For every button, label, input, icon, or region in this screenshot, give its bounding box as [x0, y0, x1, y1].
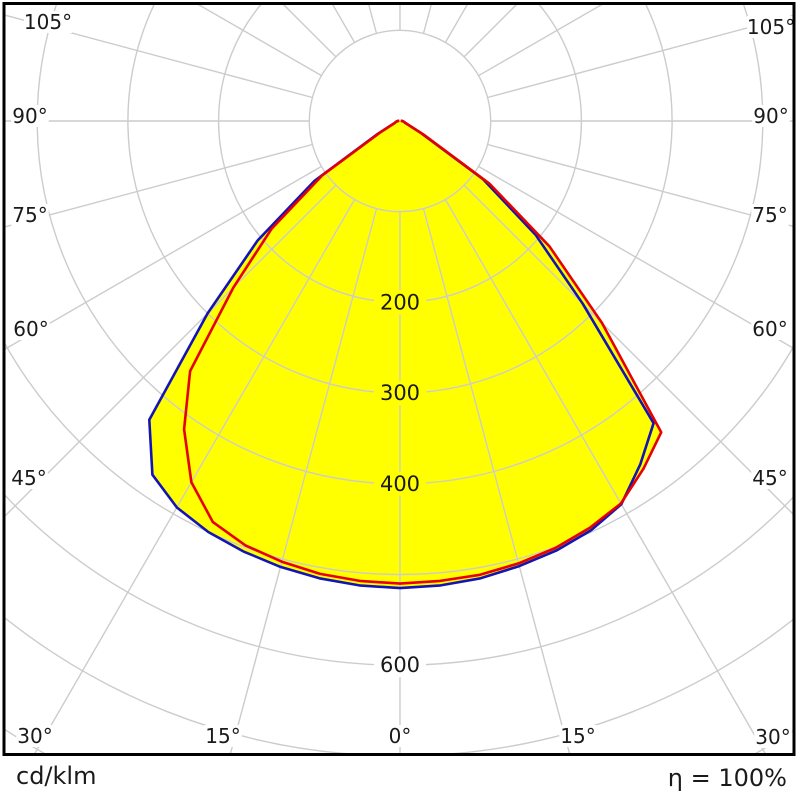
- beam-fill: [149, 120, 662, 589]
- angle-label: 30°: [755, 725, 790, 749]
- radial-tick-label: 600: [380, 653, 420, 677]
- angle-label: 60°: [752, 317, 787, 341]
- angle-label: 75°: [12, 203, 47, 227]
- angle-label: 15°: [560, 724, 595, 748]
- angle-label: 75°: [752, 203, 787, 227]
- radial-tick-label: 200: [380, 290, 420, 314]
- efficiency-label: η = 100%: [667, 764, 787, 792]
- angle-labels: 105° 90° 75° 60° 45° 30° 15° 0° 15° 30° 45° 60° 75° 9…: [10, 10, 795, 749]
- angle-label: 90°: [12, 104, 47, 128]
- red-curve: [182, 119, 663, 585]
- angle-label: 0°: [389, 724, 412, 748]
- units-label: cd/klm: [16, 762, 97, 790]
- angle-label: 90°: [753, 104, 788, 128]
- angle-label: 45°: [11, 466, 46, 490]
- radial-tick-label: 400: [380, 472, 420, 496]
- angle-label: 15°: [205, 724, 240, 748]
- angle-label: 105°: [747, 15, 795, 39]
- radial-tick-labels: 200 300 400 600: [374, 290, 426, 678]
- radial-tick-label: 300: [380, 381, 420, 405]
- angle-label: 60°: [13, 317, 48, 341]
- angle-label: 45°: [752, 466, 787, 490]
- angle-label: 30°: [17, 724, 52, 748]
- angle-label: 105°: [24, 10, 72, 34]
- plot-border: [2, 2, 796, 756]
